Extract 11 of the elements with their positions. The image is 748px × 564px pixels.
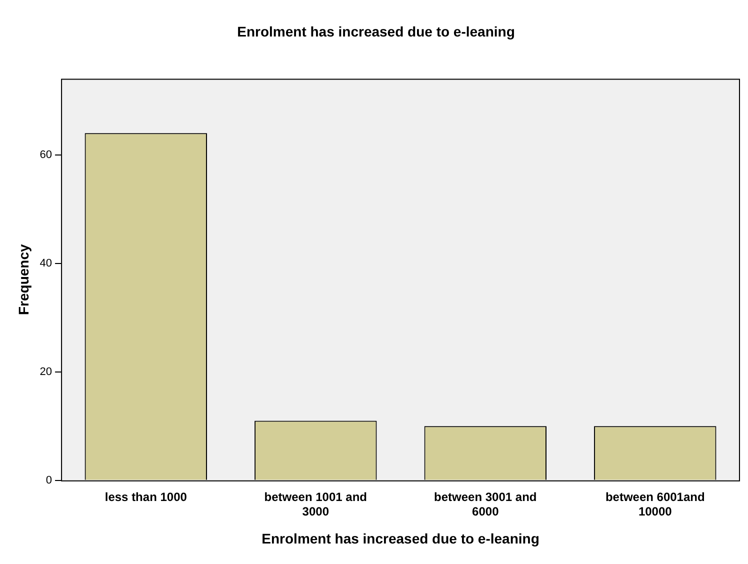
x-tick-label: between 6001and 10000: [605, 490, 705, 518]
y-tick-label: 40: [40, 257, 52, 270]
x-tick-label: between 1001 and 3000: [264, 490, 368, 518]
y-tick-label: 0: [46, 474, 52, 486]
y-tick-label: 20: [40, 366, 52, 378]
chart-title: Enrolment has increased due to e-leaning: [237, 23, 515, 40]
x-tick-label: between 3001 and 6000: [434, 490, 537, 518]
y-axis-title: Frequency: [15, 244, 32, 316]
x-tick-label: less than 1000: [104, 490, 188, 504]
y-tick-label: 60: [40, 148, 52, 161]
x-axis-title: Enrolment has increased due to e-leaning: [262, 530, 540, 546]
